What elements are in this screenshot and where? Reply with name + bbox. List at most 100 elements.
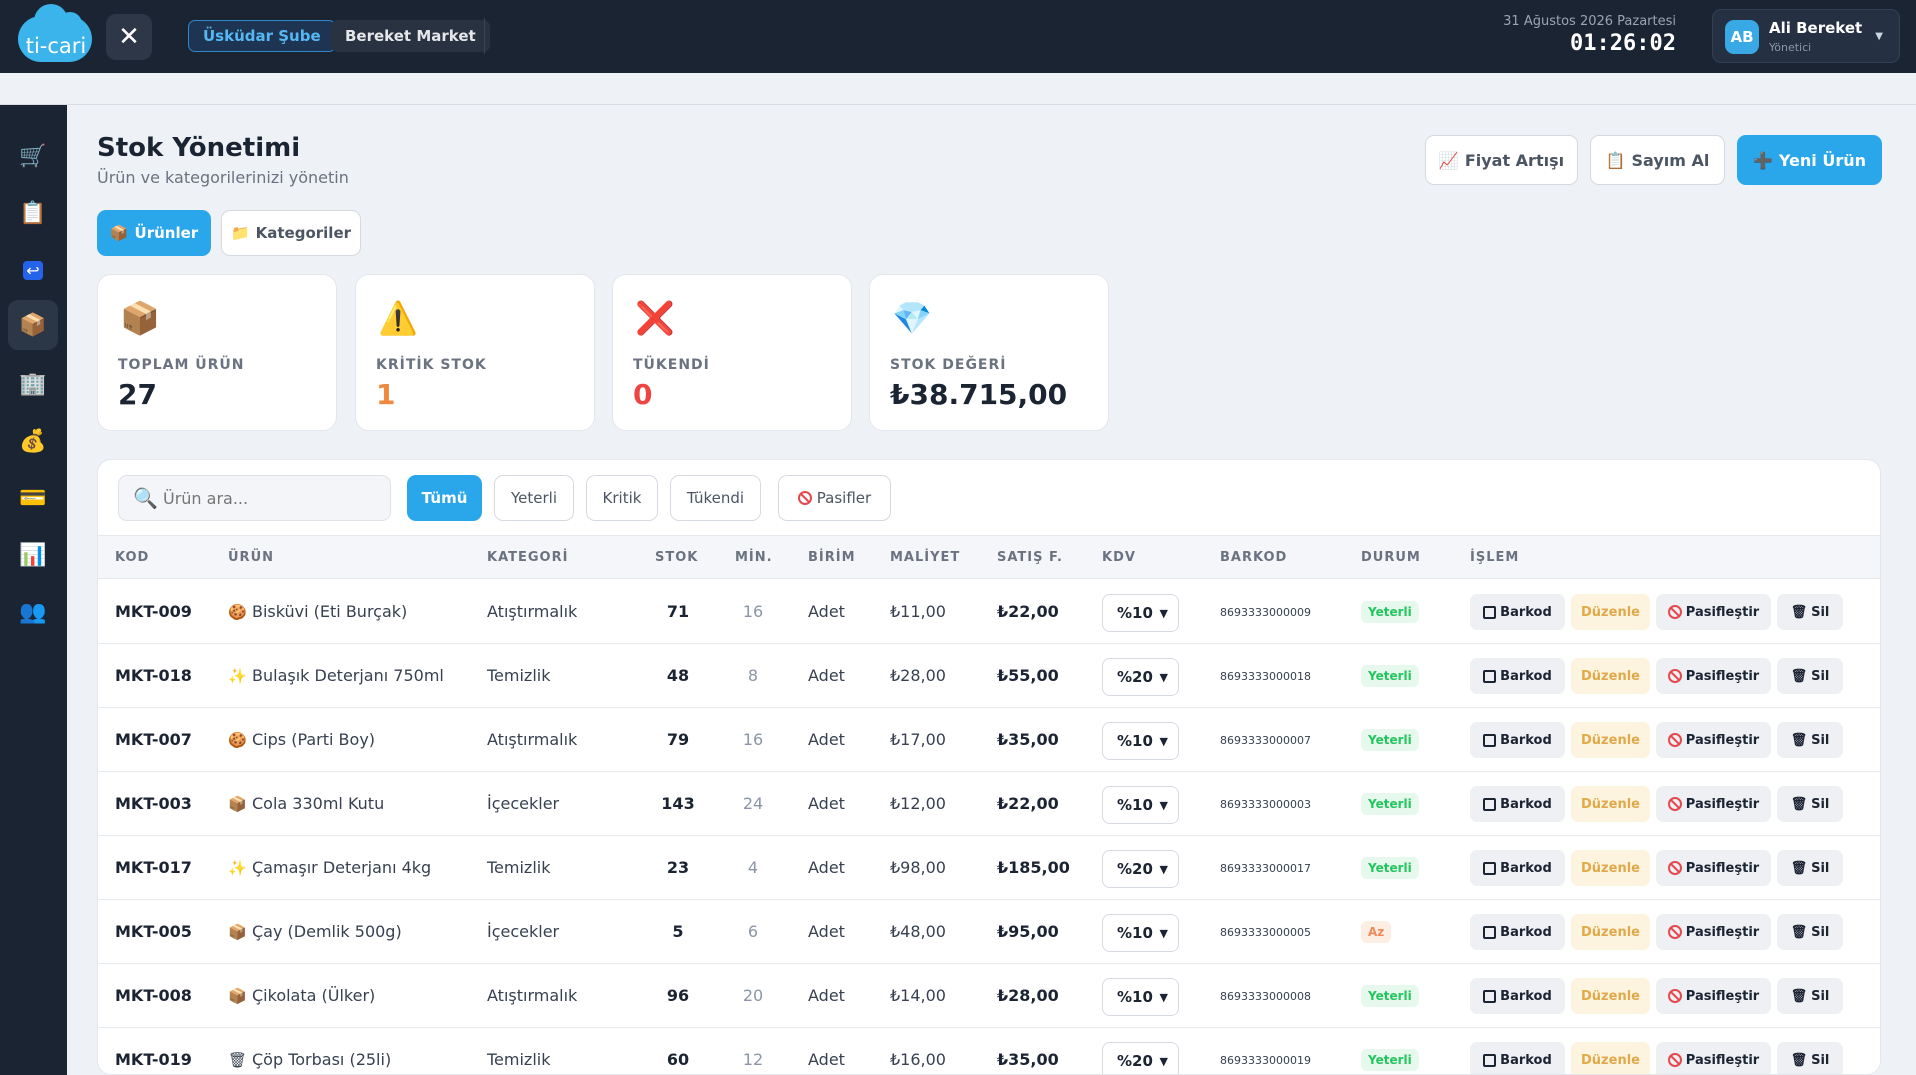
branch-selector[interactable]: Üsküdar Şube: [188, 20, 336, 52]
table-row[interactable]: MKT-003 📦 Cola 330ml Kutu İçecekler 143 24 Ade…: [98, 772, 1880, 836]
header-category[interactable]: KATEGORİ: [487, 550, 569, 565]
table-row[interactable]: MKT-008 📦 Çikolata (Ülker) Atıştırmalık 96 20…: [98, 964, 1880, 1028]
header-cost[interactable]: MALİYET: [890, 550, 961, 565]
user-name: Ali Bereket: [1769, 19, 1863, 37]
header-unit[interactable]: BİRİM: [808, 550, 856, 565]
barcode-button[interactable]: Barkod: [1470, 786, 1565, 822]
barcode-button[interactable]: Barkod: [1470, 594, 1565, 630]
sidebar-item-finance[interactable]: 💰: [8, 416, 58, 466]
header-barcode[interactable]: BARKOD: [1220, 550, 1288, 565]
header-status[interactable]: DURUM: [1361, 550, 1421, 565]
table-row[interactable]: MKT-005 📦 Çay (Demlik 500g) İçecekler 5 6 Adet…: [98, 900, 1880, 964]
barcode-button[interactable]: Barkod: [1470, 658, 1565, 694]
price-increase-button[interactable]: 📈 Fiyat Artışı: [1425, 135, 1578, 185]
delete-button[interactable]: 🗑 Sil: [1777, 722, 1843, 758]
product-unit: Adet: [808, 666, 845, 685]
filter-all[interactable]: Tümü: [407, 475, 482, 521]
edit-button[interactable]: Düzenle: [1571, 850, 1650, 886]
header-code[interactable]: KOD: [115, 550, 150, 565]
deactivate-button[interactable]: Pasifleştir: [1656, 722, 1771, 758]
sidebar-item-payments[interactable]: 💳: [8, 473, 58, 523]
vat-select[interactable]: %10 ▼: [1102, 594, 1179, 632]
filter-out-of-stock[interactable]: Tükendi: [670, 475, 761, 521]
delete-button[interactable]: 🗑 Sil: [1777, 594, 1843, 630]
sidebar-item-orders[interactable]: 📋: [8, 188, 58, 238]
vat-select[interactable]: %10 ▼: [1102, 978, 1179, 1016]
sidebar-item-stock[interactable]: 📦: [8, 300, 58, 350]
search-input[interactable]: [163, 484, 383, 512]
table-row[interactable]: MKT-018 ✨ Bulaşık Deterjanı 750ml Temizlik 4…: [98, 644, 1880, 708]
sidebar-item-reports[interactable]: 📊: [8, 530, 58, 580]
vat-select[interactable]: %10 ▼: [1102, 914, 1179, 952]
header-product[interactable]: ÜRÜN: [228, 550, 275, 565]
top-bar: ti-cari ✕ Üsküdar Şube Bereket Market 31…: [0, 0, 1916, 73]
delete-button[interactable]: 🗑 Sil: [1777, 850, 1843, 886]
new-product-button[interactable]: ➕ Yeni Ürün: [1737, 135, 1882, 185]
edit-button[interactable]: Düzenle: [1571, 786, 1650, 822]
deactivate-button[interactable]: Pasifleştir: [1656, 658, 1771, 694]
barcode-button[interactable]: Barkod: [1470, 722, 1565, 758]
sidebar-item-companies[interactable]: 🏢: [8, 359, 58, 409]
filter-passive[interactable]: Pasifler: [778, 475, 891, 521]
header-vat[interactable]: KDV: [1102, 550, 1136, 565]
app-logo[interactable]: ti-cari: [18, 4, 92, 62]
product-category: İçecekler: [487, 922, 560, 941]
barcode-button[interactable]: Barkod: [1470, 850, 1565, 886]
product-name-cell: 📦 Çikolata (Ülker): [228, 986, 375, 1005]
delete-button[interactable]: 🗑 Sil: [1777, 1042, 1843, 1074]
vat-select[interactable]: %20 ▼: [1102, 1042, 1179, 1074]
count-button[interactable]: 📋 Sayım Al: [1590, 135, 1725, 185]
delete-button[interactable]: 🗑 Sil: [1777, 658, 1843, 694]
search-box[interactable]: 🔍: [118, 475, 391, 521]
table-row[interactable]: MKT-007 🍪 Cips (Parti Boy) Atıştırmalık 79 16…: [98, 708, 1880, 772]
sidebar-item-returns[interactable]: ↩: [8, 245, 58, 295]
sidebar-item-users[interactable]: 👥: [8, 587, 58, 637]
close-button[interactable]: ✕: [106, 14, 152, 60]
filter-sufficient[interactable]: Yeterli: [494, 475, 574, 521]
stat-value: 27: [118, 378, 157, 411]
tab-categories[interactable]: 📁 Kategoriler: [221, 210, 361, 256]
edit-button[interactable]: Düzenle: [1571, 594, 1650, 630]
edit-button[interactable]: Düzenle: [1571, 1042, 1650, 1074]
table-row[interactable]: MKT-019 🗑 Çöp Torbası (25li) Temizlik 60 12 Ad…: [98, 1028, 1880, 1074]
stat-card-total-products: 📦 TOPLAM ÜRÜN 27: [97, 274, 337, 431]
edit-button[interactable]: Düzenle: [1571, 978, 1650, 1014]
vat-select[interactable]: %10 ▼: [1102, 786, 1179, 824]
edit-button[interactable]: Düzenle: [1571, 914, 1650, 950]
barcode-button[interactable]: Barkod: [1470, 1042, 1565, 1074]
sidebar-item-sales[interactable]: 🛒: [8, 131, 58, 181]
barcode-button-label: Barkod: [1500, 668, 1552, 684]
edit-button[interactable]: Düzenle: [1571, 722, 1650, 758]
deactivate-button[interactable]: Pasifleştir: [1656, 786, 1771, 822]
barcode-button[interactable]: Barkod: [1470, 914, 1565, 950]
table-row[interactable]: MKT-017 ✨ Çamaşır Deterjanı 4kg Temizlik 23 4…: [98, 836, 1880, 900]
header-sale[interactable]: SATIŞ F.: [997, 550, 1063, 565]
deactivate-button[interactable]: Pasifleştir: [1656, 1042, 1771, 1074]
vat-value: %20: [1117, 1052, 1153, 1070]
user-menu[interactable]: AB Ali Bereket Yönetici ▼: [1712, 9, 1900, 63]
product-cost: ₺11,00: [890, 602, 946, 621]
delete-button[interactable]: 🗑 Sil: [1777, 914, 1843, 950]
table-row[interactable]: MKT-009 🍪 Bisküvi (Eti Burçak) Atıştırmalık…: [98, 580, 1880, 644]
vat-select[interactable]: %20 ▼: [1102, 658, 1179, 696]
tab-products-label: Ürünler: [134, 224, 199, 242]
product-unit: Adet: [808, 730, 845, 749]
clock: 01:26:02: [1570, 31, 1676, 56]
edit-button[interactable]: Düzenle: [1571, 658, 1650, 694]
header-stock[interactable]: STOK: [655, 550, 699, 565]
deactivate-button[interactable]: Pasifleştir: [1656, 594, 1771, 630]
status-badge: Yeterli: [1361, 793, 1419, 815]
barcode-button[interactable]: Barkod: [1470, 978, 1565, 1014]
header-min[interactable]: MİN.: [735, 550, 773, 565]
tab-products[interactable]: 📦 Ürünler: [97, 210, 211, 256]
delete-button[interactable]: 🗑 Sil: [1777, 978, 1843, 1014]
store-selector[interactable]: Bereket Market: [331, 20, 490, 52]
deactivate-button[interactable]: Pasifleştir: [1656, 978, 1771, 1014]
filter-critical[interactable]: Kritik: [586, 475, 658, 521]
product-icon: 📦: [228, 923, 247, 941]
delete-button[interactable]: 🗑 Sil: [1777, 786, 1843, 822]
vat-select[interactable]: %20 ▼: [1102, 850, 1179, 888]
vat-select[interactable]: %10 ▼: [1102, 722, 1179, 760]
deactivate-button[interactable]: Pasifleştir: [1656, 850, 1771, 886]
deactivate-button[interactable]: Pasifleştir: [1656, 914, 1771, 950]
